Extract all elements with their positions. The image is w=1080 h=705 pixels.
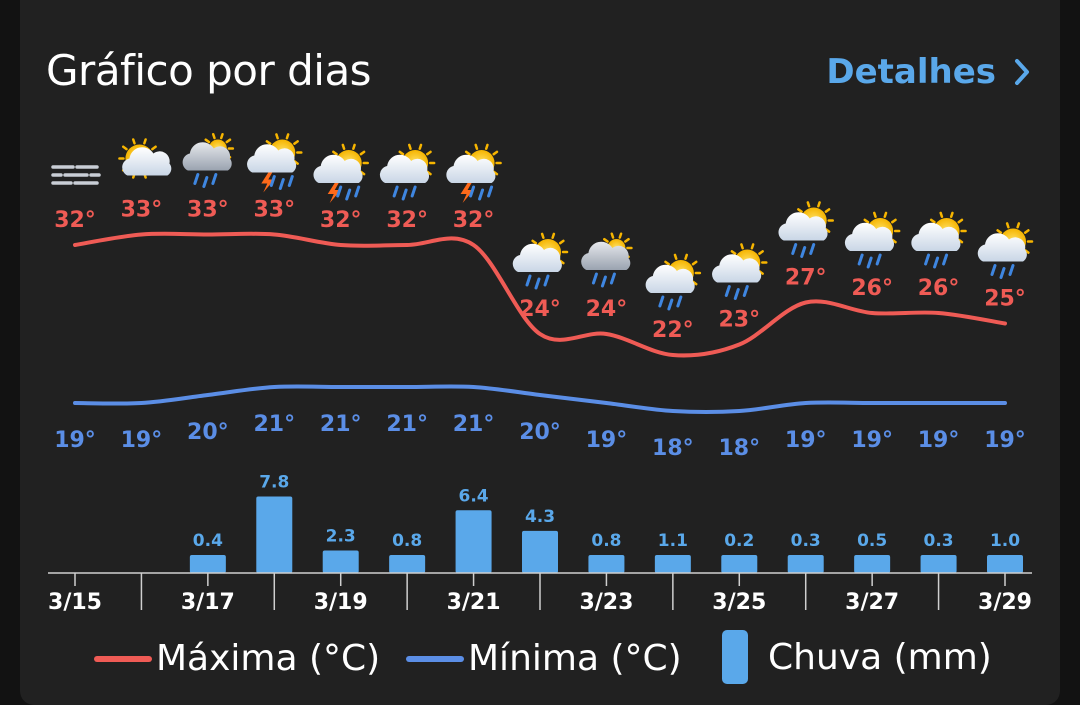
max-temp-label: 24° [519, 297, 561, 322]
rain-sun-icon [512, 232, 569, 290]
legend-min-swatch [406, 655, 464, 662]
card-title: Gráfico por dias [46, 46, 372, 95]
min-temp-label: 18° [718, 436, 760, 461]
rain-bar [721, 555, 758, 573]
rain-value-label: 0.8 [591, 531, 621, 551]
sun-cloud-icon [118, 138, 172, 179]
max-temp-label: 33° [187, 198, 229, 223]
rain-bar [787, 555, 824, 573]
date-tick-label: 3/17 [181, 590, 235, 615]
min-temp-label: 21° [453, 412, 495, 437]
rain-sun-icon [379, 143, 436, 201]
rain-bar [522, 530, 558, 573]
legend-min: Mínima (°C) [406, 638, 682, 679]
min-temp-label: 18° [652, 436, 694, 461]
rain-bar [987, 555, 1023, 573]
storm-sun-icon [247, 133, 303, 193]
max-temp-label: 26° [918, 276, 960, 301]
rain-value-label: 0.3 [924, 531, 954, 551]
rain-cloud-icon [182, 132, 235, 188]
date-tick-label: 3/19 [314, 590, 368, 615]
rain-bar [920, 555, 957, 573]
rain-value-label: 4.3 [525, 507, 555, 527]
legend-max: Máxima (°C) [94, 638, 380, 679]
details-link[interactable]: Detalhes [826, 52, 1030, 92]
max-temp-label: 32° [320, 208, 362, 233]
max-temp-label: 33° [121, 198, 163, 223]
max-temp-line [73, 231, 1007, 358]
storm-sun-icon [446, 143, 502, 203]
rain-bar [322, 550, 359, 573]
max-temp-label: 33° [253, 198, 295, 223]
rain-value-label: 0.5 [857, 531, 887, 551]
rain-bar [588, 555, 625, 573]
rain-sun-icon [778, 201, 834, 258]
max-temp-label: 26° [851, 276, 893, 301]
min-temp-line [73, 384, 1007, 414]
rain-sun-icon [645, 253, 702, 311]
rain-cloud-icon [581, 232, 633, 288]
max-temp-label: 22° [652, 318, 694, 343]
date-tick-label: 3/23 [579, 590, 633, 615]
rain-value-label: 0.2 [724, 531, 754, 551]
legend-max-label: Máxima (°C) [156, 638, 381, 679]
rain-bar [455, 510, 492, 573]
max-temp-label: 32° [453, 208, 495, 233]
date-tick-label: 3/25 [712, 590, 766, 615]
legend-min-label: Mínima (°C) [468, 638, 682, 679]
rain-value-label: 7.8 [259, 473, 289, 493]
min-temp-label: 19° [121, 428, 163, 453]
chart-legend: Máxima (°C) Mínima (°C) Chuva (mm) [0, 628, 1080, 698]
daily-forecast-chart: 32° 33° 33° 33° 32° 32° 32° 24° 24° 22° 23° 27° 26° 2… [48, 132, 1034, 615]
rain-value-label: 0.4 [193, 531, 223, 551]
max-temp-label: 23° [718, 308, 760, 333]
rain-value-label: 1.0 [990, 531, 1020, 551]
rain-value-label: 0.8 [392, 531, 422, 551]
rain-sun-icon [977, 222, 1034, 279]
legend-rain-label: Chuva (mm) [768, 636, 992, 678]
date-tick-label: 3/29 [978, 590, 1032, 615]
min-temp-label: 20° [187, 420, 229, 445]
details-label: Detalhes [826, 52, 996, 92]
max-temp-label: 32° [54, 208, 96, 233]
min-temp-label: 19° [984, 428, 1026, 453]
min-temp-label: 21° [320, 412, 362, 437]
rain-bar [389, 555, 426, 573]
min-temp-label: 19° [918, 428, 960, 453]
rain-bar [189, 555, 226, 573]
min-temp-label: 19° [54, 428, 96, 453]
rain-value-label: 2.3 [326, 526, 356, 546]
date-tick-label: 3/21 [447, 590, 501, 615]
min-temp-label: 19° [586, 428, 628, 453]
rain-value-label: 6.4 [459, 486, 489, 506]
min-temp-label: 21° [253, 412, 295, 437]
date-tick-label: 3/15 [48, 590, 102, 615]
chevron-right-icon [1015, 59, 1029, 85]
min-temp-label: 21° [386, 412, 428, 437]
rain-sun-icon [911, 211, 967, 269]
min-temp-label: 19° [785, 428, 827, 453]
rain-bar [654, 555, 691, 573]
max-temp-label: 25° [984, 287, 1026, 312]
rain-bar [854, 555, 891, 573]
legend-max-swatch [94, 655, 152, 662]
max-temp-label: 32° [386, 208, 428, 233]
max-temp-label: 27° [785, 266, 827, 291]
rain-sun-icon [844, 211, 901, 269]
rain-value-label: 1.1 [658, 531, 688, 551]
max-temp-label: 24° [586, 297, 628, 322]
rain-value-label: 0.3 [791, 531, 821, 551]
rain-sun-icon [712, 243, 768, 300]
date-tick-label: 3/27 [845, 590, 899, 615]
min-temp-label: 19° [851, 428, 893, 453]
legend-rain-swatch [722, 630, 748, 684]
storm-sun-icon [313, 143, 369, 203]
fog-icon [51, 165, 101, 185]
min-temp-label: 20° [519, 420, 561, 445]
legend-rain: Chuva (mm) [722, 630, 992, 684]
rain-bar [256, 496, 293, 573]
